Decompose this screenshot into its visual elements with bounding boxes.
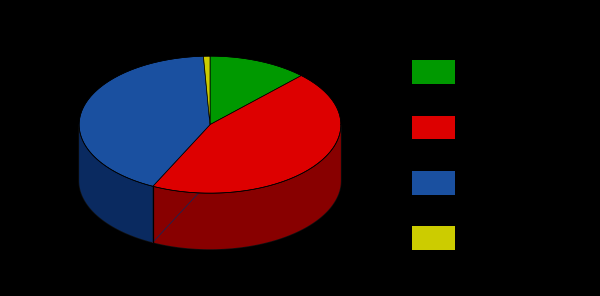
Polygon shape: [153, 75, 341, 193]
FancyBboxPatch shape: [412, 226, 455, 250]
Polygon shape: [203, 56, 210, 125]
Polygon shape: [79, 125, 341, 249]
FancyBboxPatch shape: [412, 171, 455, 194]
Polygon shape: [153, 125, 341, 249]
Polygon shape: [210, 56, 301, 125]
FancyBboxPatch shape: [412, 116, 455, 139]
Polygon shape: [79, 125, 153, 242]
Polygon shape: [79, 56, 210, 186]
FancyBboxPatch shape: [412, 60, 455, 84]
